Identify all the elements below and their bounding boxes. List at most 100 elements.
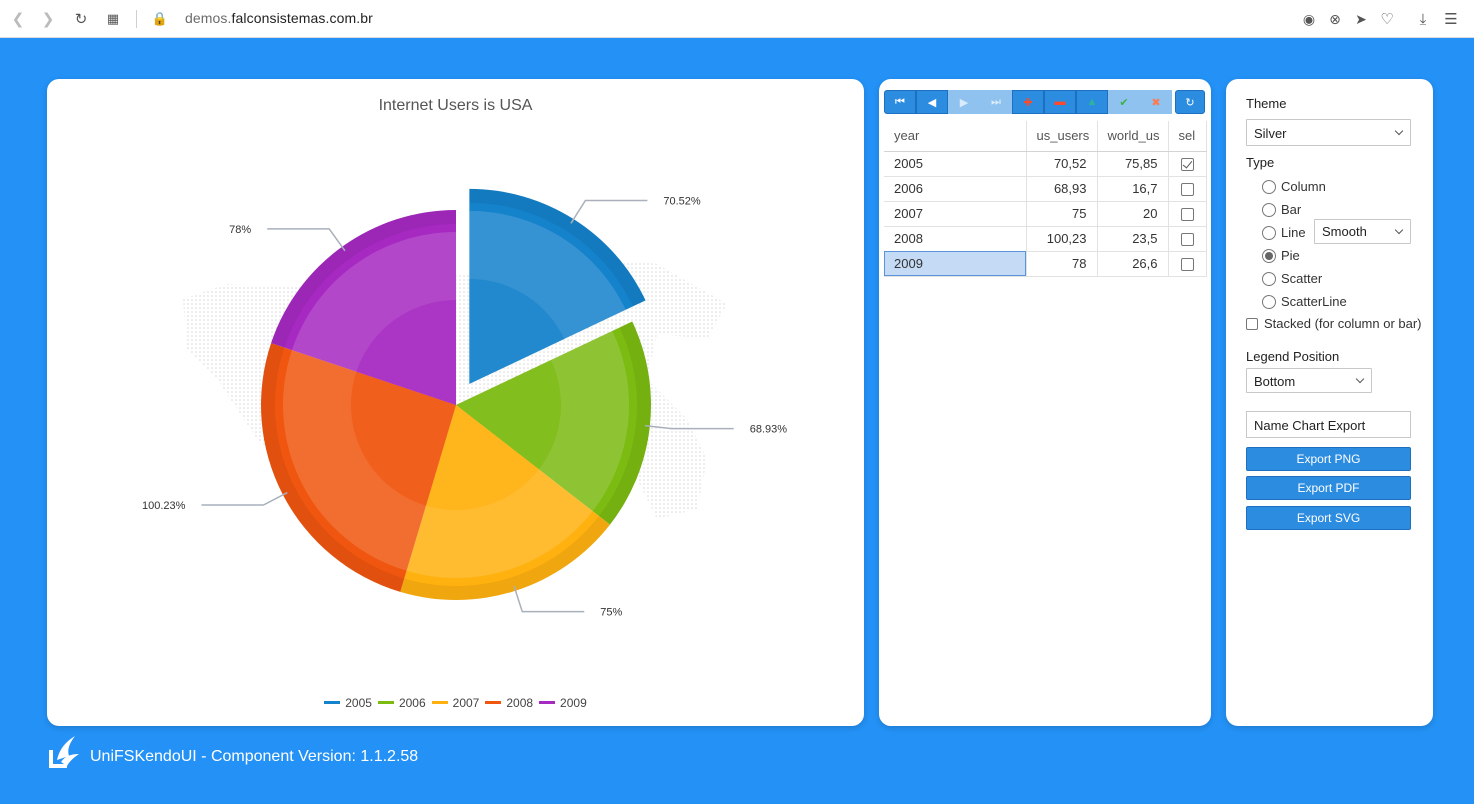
pie-slice-2007[interactable] xyxy=(400,405,610,600)
heart-icon[interactable]: ♡ xyxy=(1380,11,1394,28)
radio-scatter[interactable]: Scatter xyxy=(1262,271,1322,286)
pie-slice-2009[interactable] xyxy=(271,210,456,405)
cell-sel[interactable] xyxy=(1168,226,1207,252)
legend-label: 2005 xyxy=(345,695,372,710)
cell-sel[interactable] xyxy=(1168,251,1207,277)
sel-checkbox[interactable] xyxy=(1180,183,1194,197)
radio-line[interactable]: Line xyxy=(1262,225,1306,240)
export-name-input[interactable]: Name Chart Export xyxy=(1246,411,1411,438)
pie-slice-2005[interactable] xyxy=(469,188,646,384)
legend-item-2005[interactable]: 2005 xyxy=(324,696,372,710)
slice-label-2008: 100.23% xyxy=(142,500,186,512)
camera-icon[interactable]: ◉ xyxy=(1302,10,1316,27)
lock-icon[interactable]: 🔒 xyxy=(151,11,169,26)
cell-year[interactable]: 2008 xyxy=(884,226,1027,252)
cell-us-users[interactable]: 68,93 xyxy=(1026,176,1098,202)
column-header-sel[interactable]: sel xyxy=(1168,121,1207,152)
cell-us-users[interactable]: 78 xyxy=(1026,251,1098,277)
sel-checkbox[interactable] xyxy=(1180,208,1194,222)
radio-bar[interactable]: Bar xyxy=(1262,202,1301,217)
legend-swatch xyxy=(377,701,394,704)
post-record-button[interactable]: ✔ xyxy=(1108,90,1140,114)
legend-position-select[interactable]: Bottom xyxy=(1246,368,1372,393)
radio-label-column: Column xyxy=(1281,179,1326,194)
radio-circle-icon[interactable] xyxy=(1262,179,1276,194)
download-icon[interactable]: ⤓ xyxy=(1419,10,1427,28)
sel-checkbox[interactable] xyxy=(1180,258,1194,272)
legend-item-2008[interactable]: 2008 xyxy=(485,696,533,710)
table-row[interactable]: 2009 78 26,6 xyxy=(884,251,1207,277)
delete-record-button[interactable]: ▬ xyxy=(1044,90,1076,114)
prior-record-button[interactable]: ◀ xyxy=(916,90,948,114)
theme-label: Theme xyxy=(1246,96,1287,111)
export-pdf-button[interactable]: Export PDF xyxy=(1246,476,1411,500)
cell-us-users[interactable]: 75 xyxy=(1026,201,1098,227)
last-record-button[interactable]: ⏭ xyxy=(980,90,1012,114)
toolbar-separator xyxy=(136,10,137,28)
cell-world-us[interactable]: 16,7 xyxy=(1097,176,1169,202)
line-style-select[interactable]: Smooth xyxy=(1314,219,1411,244)
pie-chart: 70.52% 68.93% 75% 100.23% 78% xyxy=(142,188,787,619)
refresh-button[interactable]: ↻ xyxy=(1175,90,1205,114)
radio-column[interactable]: Column xyxy=(1262,179,1326,194)
footer-version-text: UniFSKendoUI - Component Version: 1.1.2.… xyxy=(90,748,419,765)
send-icon[interactable]: ➤ xyxy=(1355,10,1367,27)
stacked-checkbox[interactable] xyxy=(1246,317,1258,330)
cell-year[interactable]: 2007 xyxy=(884,201,1027,227)
export-svg-button[interactable]: Export SVG xyxy=(1246,506,1411,530)
stacked-checkbox-row[interactable]: Stacked (for column or bar) xyxy=(1246,316,1422,331)
cell-sel[interactable] xyxy=(1168,151,1207,177)
column-header-year[interactable]: year xyxy=(884,121,1027,152)
cell-us-users[interactable]: 70,52 xyxy=(1026,151,1098,177)
radio-selected-icon[interactable] xyxy=(1262,248,1276,263)
cell-year[interactable]: 2006 xyxy=(884,176,1027,202)
table-row[interactable]: 2006 68,93 16,7 xyxy=(884,176,1207,202)
pie-slice-2008[interactable] xyxy=(261,343,456,592)
cell-world-us[interactable]: 75,85 xyxy=(1097,151,1169,177)
menu-icon[interactable]: ☰ xyxy=(1444,11,1458,28)
cell-sel[interactable] xyxy=(1168,176,1207,202)
radio-circle-icon[interactable] xyxy=(1262,225,1276,240)
legend-label: 2009 xyxy=(560,695,587,710)
radio-circle-icon[interactable] xyxy=(1262,202,1276,217)
column-header-us-users[interactable]: us_users xyxy=(1026,121,1098,152)
cancel-record-button[interactable]: ✖ xyxy=(1140,90,1172,114)
pie-slice-2006[interactable] xyxy=(456,321,651,525)
reload-icon[interactable]: ↻ xyxy=(74,11,88,28)
cell-sel[interactable] xyxy=(1168,201,1207,227)
cell-year[interactable]: 2009 xyxy=(884,251,1027,277)
back-icon[interactable]: ❮ xyxy=(11,11,25,28)
shield-icon[interactable]: ⊗ xyxy=(1329,10,1341,27)
leader-line-2006 xyxy=(644,424,734,430)
forward-icon[interactable]: ❯ xyxy=(41,11,55,28)
tabs-grid-icon[interactable]: ▦ xyxy=(106,11,120,26)
legend-item-2009[interactable]: 2009 xyxy=(539,696,587,710)
first-record-button[interactable]: ⏮ xyxy=(884,90,916,114)
radio-scatterline[interactable]: ScatterLine xyxy=(1262,294,1347,309)
radio-circle-icon[interactable] xyxy=(1262,294,1276,309)
radio-circle-icon[interactable] xyxy=(1262,271,1276,286)
export-png-button[interactable]: Export PNG xyxy=(1246,447,1411,471)
theme-select-value: Silver xyxy=(1254,126,1287,141)
cell-year[interactable]: 2005 xyxy=(884,151,1027,177)
legend-item-2006[interactable]: 2006 xyxy=(377,696,426,710)
table-row[interactable]: 2007 75 20 xyxy=(884,201,1207,227)
legend-label: 2008 xyxy=(506,695,534,710)
column-header-world-us[interactable]: world_us xyxy=(1097,121,1169,152)
sel-checkbox[interactable] xyxy=(1180,158,1194,172)
table-row[interactable]: 2008 100,23 23,5 xyxy=(884,226,1207,252)
next-record-button[interactable]: ▶ xyxy=(948,90,980,114)
insert-record-button[interactable]: ✚ xyxy=(1012,90,1044,114)
cell-us-users[interactable]: 100,23 xyxy=(1026,226,1098,252)
edit-record-button[interactable]: ▲ xyxy=(1076,90,1108,114)
radio-pie[interactable]: Pie xyxy=(1262,248,1300,263)
address-bar[interactable]: demos.falconsistemas.com.br xyxy=(185,10,373,26)
table-row[interactable]: 2005 70,52 75,85 xyxy=(884,151,1207,177)
cell-world-us[interactable]: 23,5 xyxy=(1097,226,1169,252)
cell-world-us[interactable]: 26,6 xyxy=(1097,251,1169,277)
legend-item-2007[interactable]: 2007 xyxy=(431,696,479,710)
cell-world-us[interactable]: 20 xyxy=(1097,201,1169,227)
chevron-down-icon xyxy=(1394,225,1404,235)
theme-select[interactable]: Silver xyxy=(1246,119,1411,146)
sel-checkbox[interactable] xyxy=(1180,233,1194,247)
